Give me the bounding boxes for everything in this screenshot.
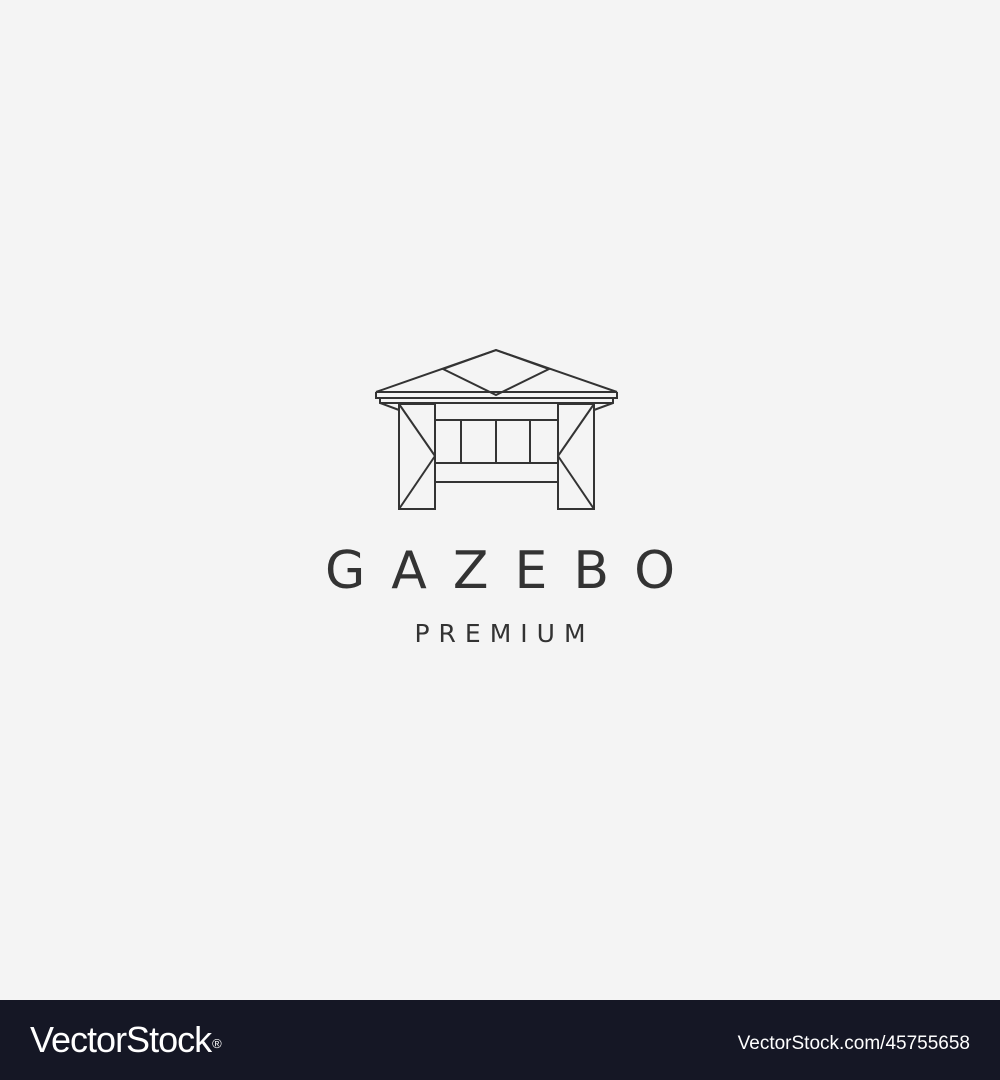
vectorstock-logo-text: VectorStock — [30, 1019, 212, 1060]
logo-canvas: GAZEBO PREMIUM — [0, 0, 1000, 1000]
watermark-footer: VectorStock® VectorStock.com/45755658 — [0, 1000, 1000, 1080]
registered-mark: ® — [212, 1036, 222, 1051]
brand-tagline: PREMIUM — [414, 619, 595, 648]
brand-name: GAZEBO — [324, 541, 702, 601]
gazebo-icon — [375, 348, 618, 510]
vectorstock-logo: VectorStock® — [30, 1018, 222, 1062]
image-id-link[interactable]: VectorStock.com/45755658 — [737, 1033, 970, 1054]
